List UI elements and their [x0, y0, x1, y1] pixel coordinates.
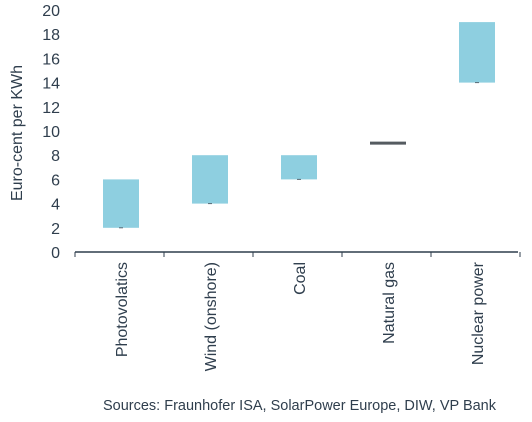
range-bar — [103, 179, 139, 228]
range-bar — [459, 22, 495, 83]
y-tick-label: 18 — [42, 27, 60, 44]
category-label: Nuclear power — [470, 261, 487, 365]
y-tick-label: 14 — [42, 76, 60, 93]
y-tick-label: 0 — [51, 245, 60, 262]
range-bar — [192, 155, 228, 204]
y-tick-label: 10 — [42, 124, 60, 141]
source-note: Sources: Fraunhofer ISA, SolarPower Euro… — [102, 398, 496, 414]
category-labels: Photovolatics Wind (onshore) Coal Natural g… — [114, 261, 487, 371]
range-bar-chart: 0 2 4 6 8 10 12 14 16 18 20 Euro-cent per KWh Phot… — [9, 3, 521, 371]
y-axis-ticks: 0 2 4 6 8 10 12 14 16 18 20 — [42, 3, 60, 262]
y-axis-title: Euro-cent per KWh — [9, 65, 26, 201]
y-tick-label: 12 — [42, 100, 60, 117]
y-tick-label: 16 — [42, 51, 60, 68]
y-tick-label: 4 — [51, 197, 60, 214]
range-bars — [74, 22, 521, 257]
y-tick-label: 8 — [51, 148, 60, 165]
range-bar — [281, 155, 317, 180]
category-label: Photovolatics — [114, 262, 131, 357]
y-tick-label: 2 — [51, 221, 60, 238]
category-label: Natural gas — [381, 262, 398, 344]
y-tick-label: 6 — [51, 172, 60, 189]
category-label: Coal — [292, 262, 309, 295]
category-label: Wind (onshore) — [203, 262, 220, 371]
y-tick-label: 20 — [42, 3, 60, 20]
